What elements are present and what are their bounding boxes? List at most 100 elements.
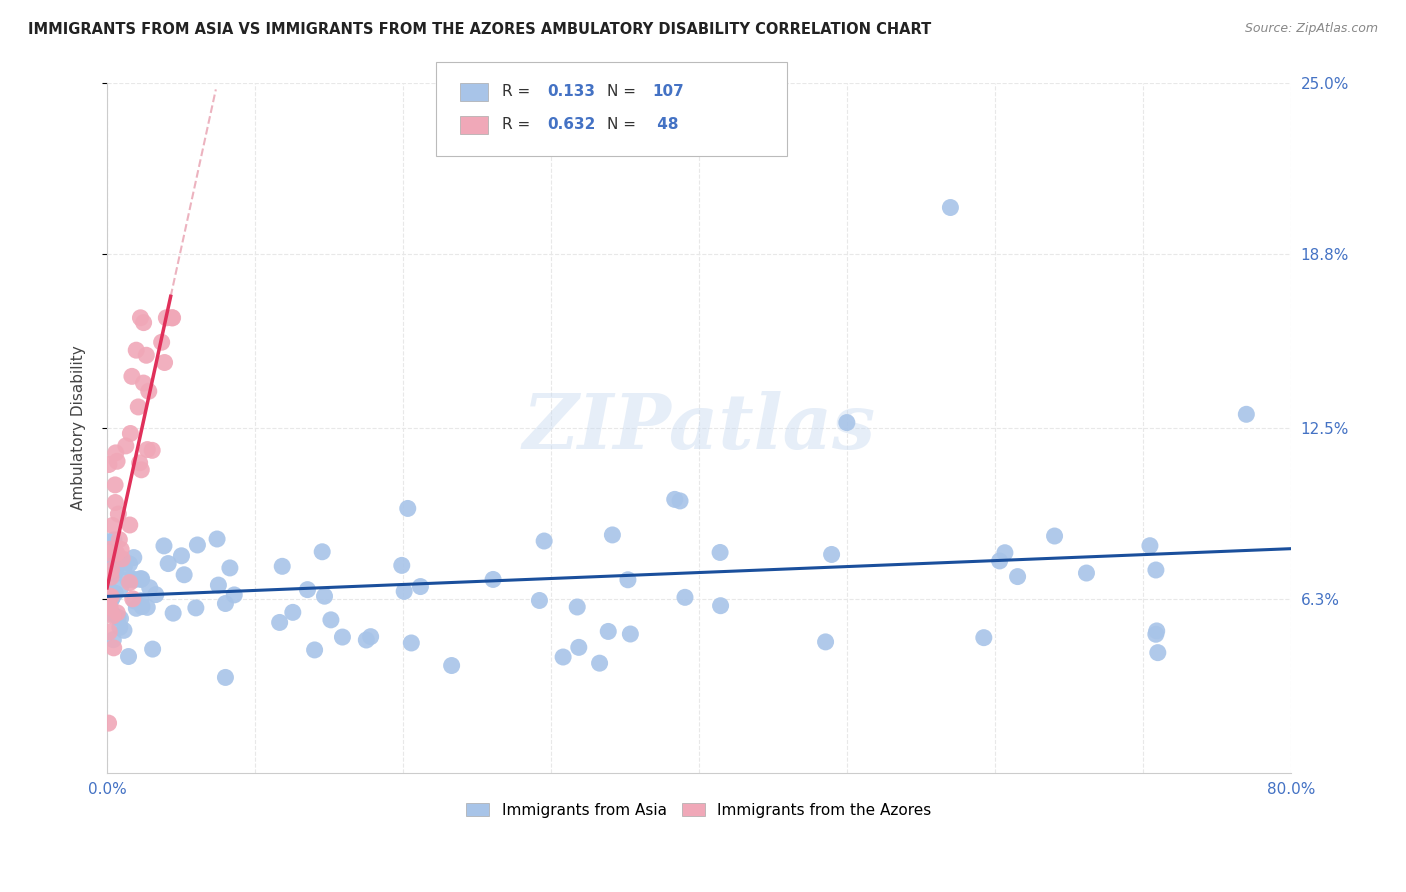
- Point: [97, 573, 120, 587]
- Point: [108, 551, 131, 566]
- Point: [162, 606, 184, 620]
- Point: [98, 624, 121, 639]
- Point: [132, 316, 155, 330]
- Point: [664, 492, 686, 507]
- Point: [100, 593, 122, 607]
- Text: ZIPatlas: ZIPatlas: [523, 391, 876, 465]
- Point: [138, 384, 160, 399]
- Point: [360, 630, 382, 644]
- Point: [619, 627, 641, 641]
- Point: [129, 573, 152, 587]
- Point: [103, 607, 125, 622]
- Point: [150, 335, 173, 350]
- Point: [1234, 407, 1257, 421]
- Point: [110, 611, 132, 625]
- Point: [98, 599, 121, 613]
- Point: [214, 597, 236, 611]
- Point: [205, 532, 228, 546]
- Point: [135, 348, 157, 362]
- Point: [97, 716, 120, 731]
- Point: [97, 589, 120, 603]
- Point: [103, 549, 125, 564]
- Point: [105, 454, 128, 468]
- Point: [97, 597, 120, 611]
- Point: [98, 600, 121, 615]
- Point: [396, 501, 419, 516]
- Point: [122, 550, 145, 565]
- Point: [121, 369, 143, 384]
- Point: [617, 573, 640, 587]
- Point: [710, 599, 733, 613]
- Point: [319, 613, 342, 627]
- Text: 0.632: 0.632: [547, 118, 595, 132]
- Point: [214, 670, 236, 684]
- Text: Source: ZipAtlas.com: Source: ZipAtlas.com: [1244, 22, 1378, 36]
- Point: [669, 494, 692, 508]
- Text: N =: N =: [607, 118, 641, 132]
- Point: [117, 649, 139, 664]
- Point: [108, 533, 131, 547]
- Point: [973, 631, 995, 645]
- Point: [101, 609, 124, 624]
- Point: [602, 528, 624, 542]
- Point: [120, 426, 142, 441]
- Point: [117, 573, 139, 587]
- Point: [100, 563, 122, 577]
- Point: [281, 605, 304, 619]
- Point: [103, 553, 125, 567]
- Point: [110, 542, 132, 557]
- Point: [988, 554, 1011, 568]
- Point: [269, 615, 291, 630]
- Point: [673, 591, 696, 605]
- Point: [568, 640, 591, 655]
- Point: [207, 578, 229, 592]
- Point: [129, 310, 152, 325]
- Point: [141, 443, 163, 458]
- Point: [131, 572, 153, 586]
- Point: [101, 518, 124, 533]
- Point: [128, 456, 150, 470]
- Point: [314, 589, 336, 603]
- Point: [104, 566, 127, 581]
- Point: [1146, 646, 1168, 660]
- Point: [108, 620, 131, 634]
- Point: [112, 624, 135, 638]
- Point: [122, 573, 145, 587]
- Point: [129, 572, 152, 586]
- Point: [939, 201, 962, 215]
- Point: [356, 632, 378, 647]
- Text: R =: R =: [502, 118, 536, 132]
- Point: [835, 416, 858, 430]
- Point: [118, 557, 141, 571]
- Point: [104, 586, 127, 600]
- Point: [155, 310, 177, 325]
- Point: [138, 581, 160, 595]
- Point: [129, 463, 152, 477]
- Point: [98, 542, 121, 557]
- Point: [1043, 529, 1066, 543]
- Point: [533, 534, 555, 549]
- Point: [104, 478, 127, 492]
- Point: [111, 551, 134, 566]
- Point: [100, 590, 122, 604]
- Point: [271, 559, 294, 574]
- Point: [173, 567, 195, 582]
- Legend: Immigrants from Asia, Immigrants from the Azores: Immigrants from Asia, Immigrants from th…: [460, 797, 938, 823]
- Point: [160, 310, 183, 325]
- Point: [114, 439, 136, 453]
- Point: [529, 593, 551, 607]
- Point: [224, 588, 246, 602]
- Point: [129, 593, 152, 607]
- Point: [482, 573, 505, 587]
- Point: [186, 538, 208, 552]
- Point: [118, 518, 141, 533]
- Point: [304, 643, 326, 657]
- Point: [1146, 624, 1168, 638]
- Point: [1144, 563, 1167, 577]
- Point: [142, 642, 165, 657]
- Text: R =: R =: [502, 85, 536, 99]
- Point: [97, 605, 120, 619]
- Point: [98, 585, 121, 599]
- Point: [104, 564, 127, 578]
- Point: [162, 310, 184, 325]
